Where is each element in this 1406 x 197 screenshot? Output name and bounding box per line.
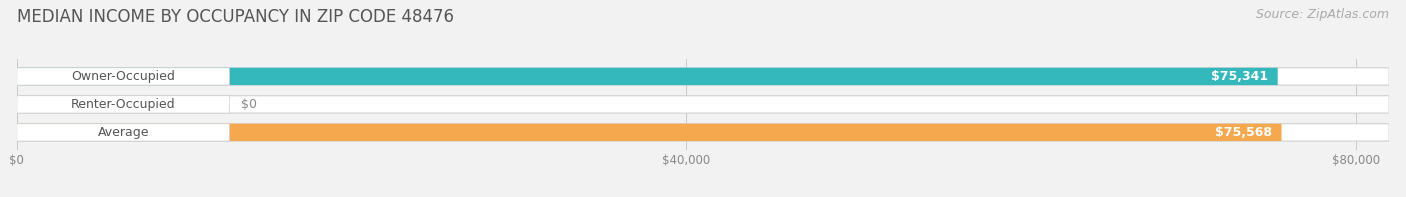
Text: Owner-Occupied: Owner-Occupied — [72, 70, 176, 83]
FancyBboxPatch shape — [17, 96, 229, 113]
FancyBboxPatch shape — [17, 124, 229, 141]
FancyBboxPatch shape — [17, 68, 229, 85]
FancyBboxPatch shape — [17, 68, 1389, 85]
Text: Renter-Occupied: Renter-Occupied — [70, 98, 176, 111]
FancyBboxPatch shape — [17, 124, 1389, 141]
Text: $75,341: $75,341 — [1211, 70, 1268, 83]
Text: $0: $0 — [240, 98, 256, 111]
Text: Source: ZipAtlas.com: Source: ZipAtlas.com — [1256, 8, 1389, 21]
Text: MEDIAN INCOME BY OCCUPANCY IN ZIP CODE 48476: MEDIAN INCOME BY OCCUPANCY IN ZIP CODE 4… — [17, 8, 454, 26]
FancyBboxPatch shape — [17, 124, 1281, 141]
Text: Average: Average — [97, 126, 149, 139]
FancyBboxPatch shape — [17, 68, 1278, 85]
FancyBboxPatch shape — [17, 96, 1389, 113]
Text: $75,568: $75,568 — [1215, 126, 1272, 139]
